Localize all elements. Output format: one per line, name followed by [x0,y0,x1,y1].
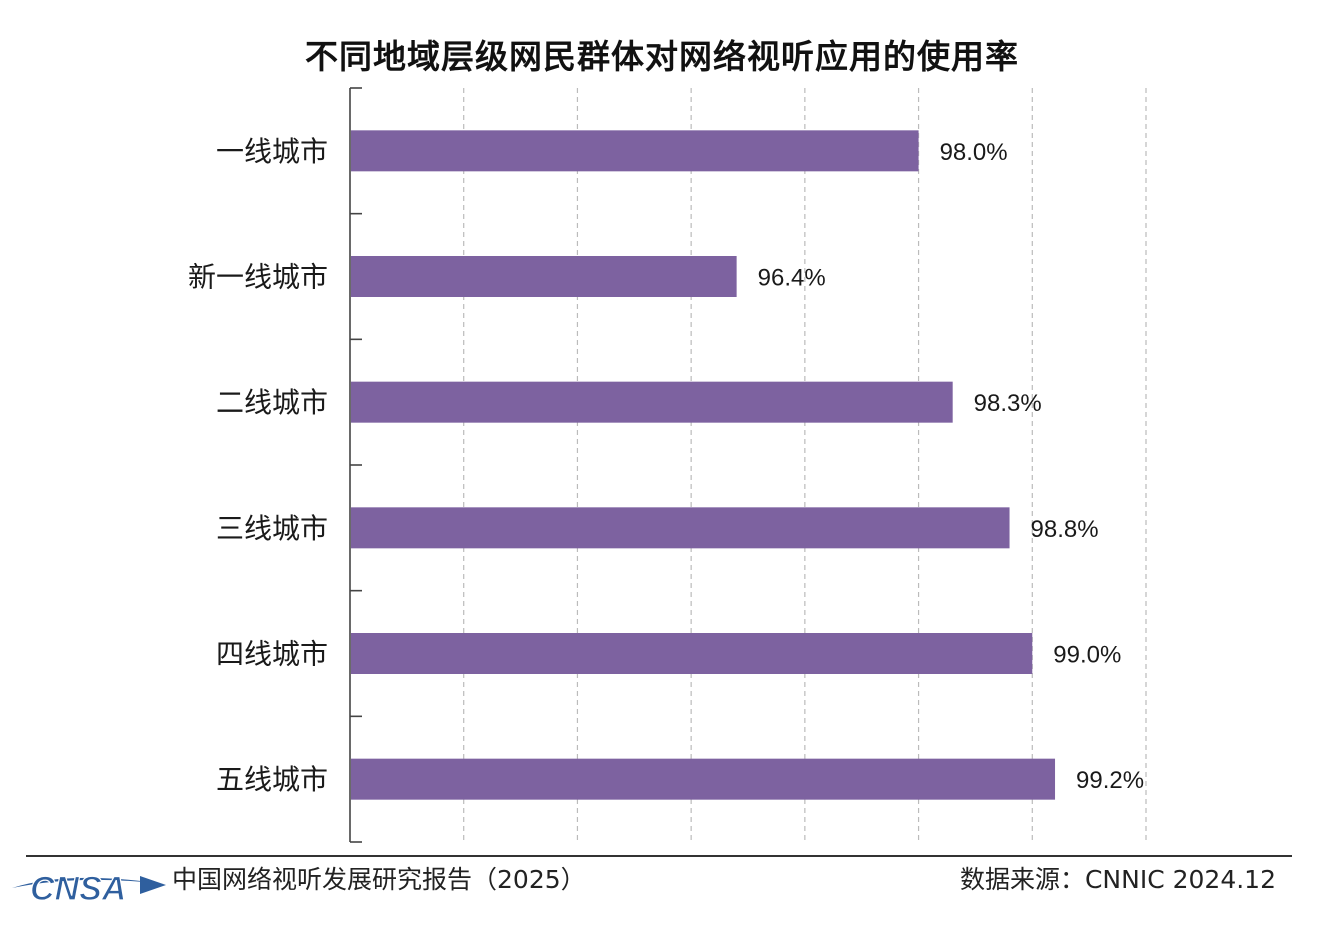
category-label: 五线城市 [216,763,328,796]
chart-title: 不同地域层级网民群体对网络视听应用的使用率 [305,37,1019,76]
bar-6 [351,758,1056,800]
bar-4 [351,507,1010,549]
logo-arrow [140,876,166,894]
labels: 一线城市 98.0% 新一线城市 96.4% 二线城市 98.3% 三线城市 98.8% 四线城… [188,135,1144,796]
data-label: 98.8% [1031,516,1099,543]
bar-5 [351,633,1033,674]
category-label: 二线城市 [216,386,328,419]
bar-3 [351,381,953,423]
data-label: 96.4% [758,265,826,292]
category-label: 新一线城市 [188,261,328,294]
grid-lines [463,88,1147,842]
category-label: 三线城市 [216,512,328,545]
bar-chart: 一线城市 98.0% 新一线城市 96.4% 二线城市 98.3% 三线城市 98.8% 四线城… [188,87,1147,843]
category-label: 四线城市 [216,638,328,671]
data-label: 99.0% [1053,642,1121,669]
footer-data-source: 数据来源：CNNIC 2024.12 [959,865,1276,894]
category-label: 一线城市 [216,135,328,168]
bar-1 [351,130,919,172]
logo-text: CNSA [30,870,126,906]
logo-swoosh [12,877,164,888]
category-axis [349,87,362,843]
bar-2 [351,256,737,297]
bars [351,130,1056,800]
cnsa-logo: CNSA [12,869,166,906]
footer-report-title: 中国网络视听发展研究报告（2025） [172,865,586,894]
data-label: 99.2% [1076,767,1144,794]
data-label: 98.3% [974,390,1042,417]
footer-divider [26,855,1292,857]
data-label: 98.0% [940,139,1008,166]
